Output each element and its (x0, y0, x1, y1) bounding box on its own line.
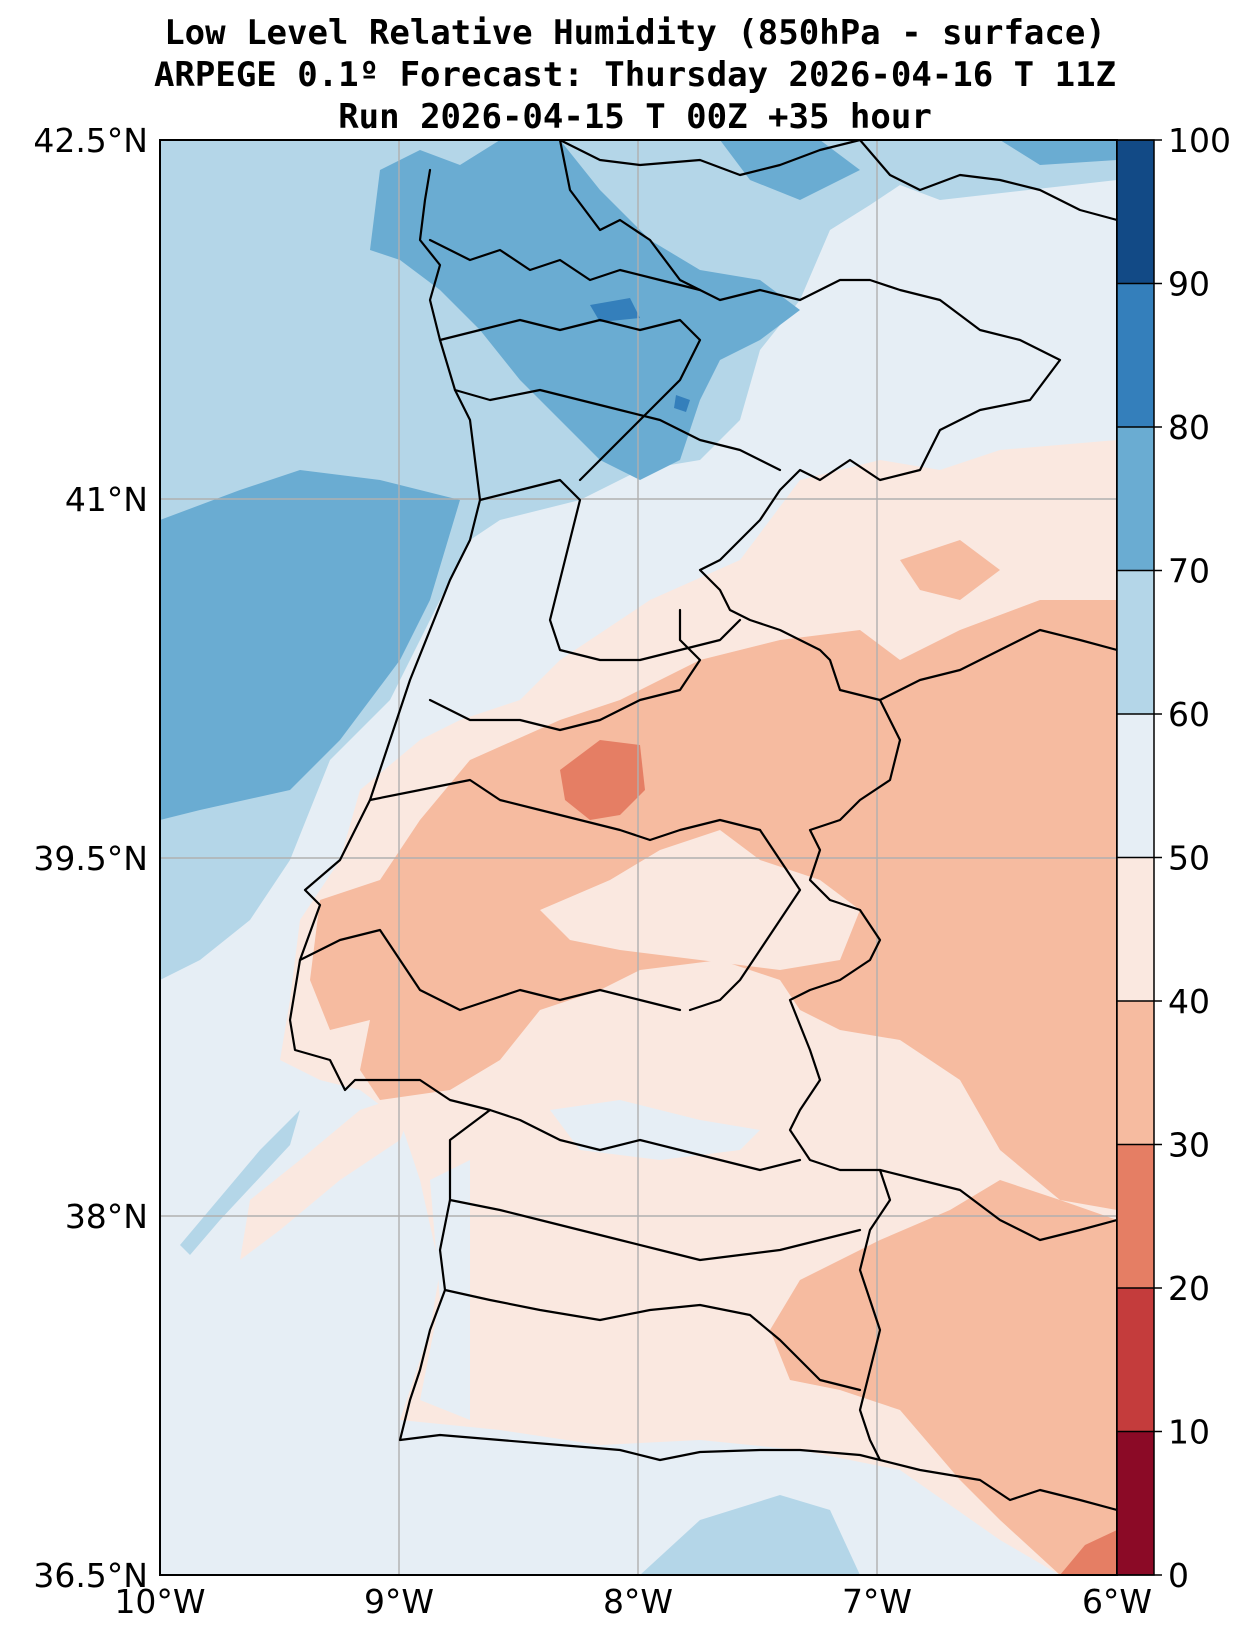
colorbar-tick-label: 10 (1168, 1413, 1210, 1452)
lat-tick-label: 41°N (65, 480, 148, 519)
colorbar-tick-label: 0 (1168, 1556, 1189, 1595)
borders (288, 140, 1117, 1512)
colorbar-segment (1117, 570, 1154, 714)
lon-tick-label: 6°W (1082, 1582, 1152, 1621)
graticule (160, 140, 1117, 1575)
colorbar-tick-label: 50 (1168, 839, 1210, 878)
lon-tick-label: 8°W (603, 1582, 673, 1621)
rh-field-70-80-galicia (370, 140, 800, 480)
title-line-1: Low Level Relative Humidity (850hPa - su… (164, 13, 1106, 53)
colorbar-segment (1117, 283, 1154, 427)
rh-field-40-50-sw-band (240, 1090, 420, 1260)
colorbar-segments (1117, 140, 1154, 1575)
colorbar-segment (1117, 140, 1154, 284)
border-algarve (443, 1288, 862, 1392)
lat-tick-label: 42.5°N (33, 121, 148, 160)
border-spain-southeast (878, 1168, 1117, 1242)
lat-tick-label: 36.5°N (33, 1556, 148, 1595)
border-portugal-spain (558, 140, 1062, 1462)
lat-axis: 42.5°N 41°N 39.5°N 38°N 36.5°N (33, 121, 148, 1595)
rh-field-60-70-south (640, 1495, 860, 1575)
colorbar-segment (1117, 1001, 1154, 1145)
colorbar-tick-label: 80 (1168, 408, 1210, 447)
rh-field-20-30-centre (560, 740, 645, 820)
border-setubal-evora (488, 1108, 802, 1172)
border-spain-east (878, 628, 1117, 702)
colorbar-tick-label: 70 (1168, 552, 1210, 591)
border-coimbra (428, 608, 702, 732)
colorbar-segment (1117, 1431, 1154, 1575)
lon-tick-label: 10°W (114, 1582, 205, 1621)
title-line-2: ARPEGE 0.1º Forecast: Thursday 2026-04-1… (154, 55, 1116, 95)
border-minho-north (428, 238, 702, 292)
colorbar-tick-label: 30 (1168, 1126, 1210, 1165)
border-north-districts (438, 318, 702, 482)
rh-field-70-80-ne (720, 140, 860, 200)
rh-field-40-50-pocket (540, 830, 860, 970)
rh-field-30-40-ne (900, 540, 1000, 600)
colorbar-tick-label: 20 (1168, 1269, 1210, 1308)
border-douro (453, 388, 782, 472)
rh-field-80-90-a (590, 298, 640, 322)
lat-tick-label: 39.5°N (33, 839, 148, 878)
colorbar-tick-label: 60 (1168, 695, 1210, 734)
colorbar-segment (1117, 1144, 1154, 1288)
border-leiria-santarem (368, 778, 762, 842)
colorbar-tick-label: 40 (1168, 982, 1210, 1021)
rh-field-30-40-se (770, 1180, 1117, 1575)
coastline (288, 168, 1117, 1512)
border-beja (448, 1198, 862, 1262)
rh-field-20-30-se-corner (1060, 1530, 1117, 1575)
rh-field-50-60-alentejo (550, 1100, 760, 1160)
border-santarem-portalegre (688, 828, 802, 1012)
border-spain-galicia (558, 140, 1117, 222)
colorbar-segment (1117, 714, 1154, 858)
lon-axis: 10°W 9°W 8°W 7°W 6°W (114, 1582, 1152, 1621)
colorbar-segment (1117, 427, 1154, 571)
lat-tick-label: 38°N (65, 1197, 148, 1236)
rh-field-80-90-b (674, 395, 690, 412)
colorbar-segment (1117, 857, 1154, 1001)
colorbar: 0 10 20 30 40 50 60 70 80 90 100 (1116, 121, 1231, 1595)
colorbar-frame (1116, 139, 1155, 1576)
rh-field-70-80-ocean (160, 470, 460, 820)
border-aveiro-viseu (478, 478, 742, 662)
border-lisbon (298, 928, 682, 1012)
colorbar-segment (1117, 1288, 1154, 1432)
lon-tick-label: 7°W (842, 1582, 912, 1621)
rh-field-60-70-sw (180, 1110, 300, 1255)
colorbar-tick-label: 100 (1168, 121, 1231, 160)
lon-tick-label: 9°W (364, 1582, 434, 1621)
title-line-3: Run 2026-04-15 T 00Z +35 hour (338, 97, 932, 137)
colorbar-tick-label: 90 (1168, 265, 1210, 304)
rh-field-70-80-corner (1000, 140, 1117, 165)
colorbar-ticks: 0 10 20 30 40 50 60 70 80 90 100 (1117, 121, 1231, 1595)
